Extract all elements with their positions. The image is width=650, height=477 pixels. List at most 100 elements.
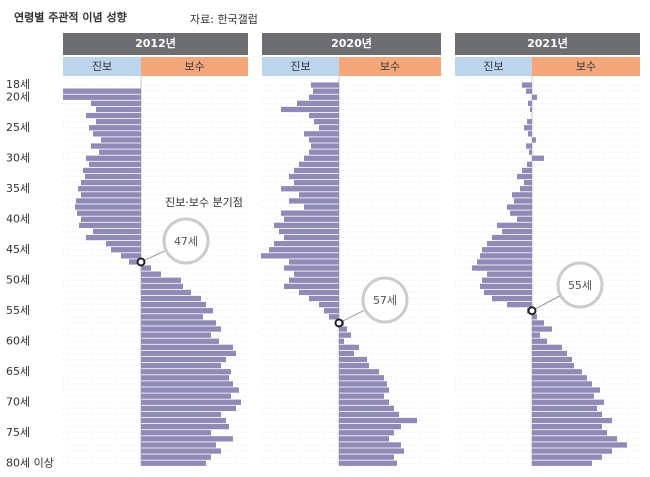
bar: [99, 149, 141, 155]
bar: [339, 399, 389, 405]
bar: [477, 259, 532, 265]
bar: [532, 344, 562, 350]
bar: [532, 460, 592, 466]
bar: [480, 253, 532, 259]
bar: [299, 161, 339, 167]
bar: [141, 399, 241, 405]
bar: [520, 186, 532, 192]
bar: [141, 363, 221, 369]
y-tick-label: 55세: [6, 304, 30, 317]
bar: [339, 356, 367, 363]
bar: [532, 320, 544, 326]
bar: [339, 405, 394, 411]
bar: [111, 247, 141, 253]
bar: [141, 308, 213, 314]
y-tick-label: 25세: [6, 121, 30, 134]
bar: [339, 350, 354, 357]
bar: [141, 302, 206, 308]
y-tick-label: 45세: [6, 243, 30, 256]
bar: [141, 448, 221, 454]
bar: [309, 94, 339, 100]
bar: [532, 94, 537, 100]
callout: [162, 217, 210, 265]
bar: [526, 88, 532, 94]
bar: [83, 167, 141, 174]
bar: [480, 283, 532, 289]
bar: [329, 314, 339, 320]
bar: [141, 442, 216, 448]
y-tick-label: 75세: [6, 426, 30, 439]
bar: [121, 253, 141, 259]
bar: [532, 393, 594, 399]
bar: [532, 381, 592, 387]
left-label: 진보: [483, 60, 503, 73]
bar: [304, 204, 339, 210]
bar: [281, 106, 339, 113]
y-tick-label: 65세: [6, 365, 30, 378]
bar: [141, 350, 236, 357]
bar: [532, 436, 617, 442]
bar: [532, 363, 574, 369]
bar: [532, 387, 600, 393]
bar: [528, 131, 532, 137]
bar: [141, 375, 229, 381]
marker: [527, 306, 537, 316]
bar: [532, 314, 537, 320]
bar: [85, 173, 141, 180]
bar: [77, 210, 141, 216]
bar: [339, 393, 384, 399]
bar: [524, 180, 532, 186]
bar: [141, 295, 201, 302]
bar: [487, 271, 532, 277]
bar: [141, 277, 181, 283]
bar: [141, 320, 216, 326]
bar: [141, 314, 203, 320]
bar: [289, 198, 339, 204]
callout: [556, 261, 604, 309]
bar: [532, 448, 612, 454]
marker: [334, 318, 344, 328]
bar: [339, 430, 394, 436]
source: 자료: 한국갤럽: [190, 12, 258, 26]
bar: [141, 332, 211, 338]
y-tick-label: 35세: [6, 182, 30, 195]
bar: [313, 88, 339, 94]
bar: [141, 344, 233, 350]
bar: [311, 143, 339, 149]
bar: [532, 155, 544, 161]
bar: [141, 326, 221, 332]
bar: [269, 247, 339, 253]
bar: [517, 173, 532, 180]
panel-title: 2021년: [527, 36, 568, 50]
bar: [507, 204, 532, 210]
bar: [78, 186, 141, 192]
bar: [339, 332, 351, 338]
bar: [294, 271, 339, 277]
marker: [136, 257, 146, 267]
bar: [79, 222, 141, 228]
bar: [339, 448, 404, 454]
bar: [261, 253, 339, 259]
bar: [339, 460, 397, 466]
bar: [532, 399, 604, 405]
bar: [532, 338, 547, 344]
bar: [141, 454, 211, 460]
bar: [532, 369, 582, 375]
callout: [361, 276, 409, 324]
bar: [339, 387, 389, 393]
bar: [524, 125, 532, 131]
bar: [532, 350, 567, 357]
bar: [297, 100, 339, 106]
left-band: [262, 57, 339, 76]
bar: [129, 259, 141, 265]
bar: [526, 143, 532, 149]
bar: [284, 265, 339, 271]
bar: [81, 192, 141, 198]
bar: [339, 442, 401, 448]
bar: [141, 289, 191, 296]
bar: [89, 161, 141, 167]
bar: [141, 393, 231, 399]
bar: [532, 411, 602, 418]
bar: [141, 411, 221, 418]
bar: [284, 283, 339, 289]
